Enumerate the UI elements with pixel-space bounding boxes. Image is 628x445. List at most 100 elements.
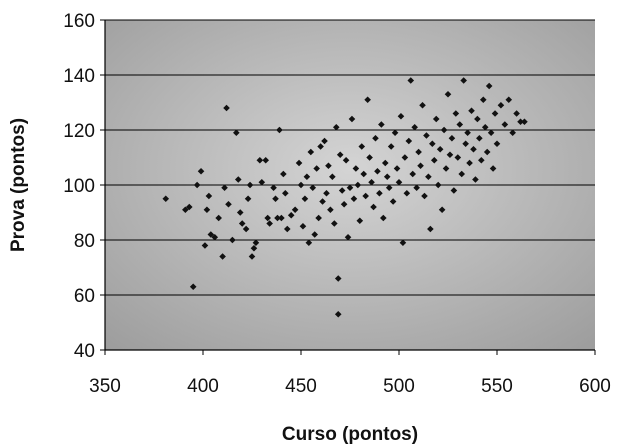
data-point — [427, 225, 434, 233]
data-point — [282, 189, 289, 197]
x-tick-label: 400 — [187, 376, 219, 397]
data-point — [250, 244, 258, 252]
x-axis-title: Curso (pontos) — [282, 424, 418, 445]
data-point — [425, 173, 432, 181]
x-tick-label: 350 — [89, 376, 121, 397]
data-point — [464, 129, 471, 137]
data-point — [378, 121, 385, 128]
data-point — [280, 170, 287, 178]
data-point — [436, 145, 444, 153]
data-point — [258, 178, 266, 186]
data-point — [244, 195, 252, 203]
data-point — [509, 129, 516, 137]
data-point — [344, 233, 352, 241]
data-point — [185, 203, 193, 211]
data-point — [256, 156, 264, 164]
data-point — [205, 192, 213, 200]
y-tick-label: 100 — [63, 176, 95, 197]
data-point — [364, 96, 371, 104]
data-point — [376, 189, 383, 197]
data-point — [332, 123, 340, 131]
data-point — [313, 165, 320, 172]
data-point — [215, 214, 222, 222]
data-point — [299, 222, 307, 230]
data-point — [193, 181, 201, 189]
data-point — [327, 206, 334, 214]
data-point — [478, 156, 485, 164]
data-point — [315, 214, 322, 222]
y-tick-label: 80 — [74, 231, 95, 252]
data-point — [319, 198, 326, 205]
data-point — [491, 110, 499, 117]
data-point — [368, 178, 375, 186]
data-point — [470, 145, 477, 153]
data-point — [419, 101, 426, 109]
data-point — [493, 140, 501, 148]
data-point — [372, 134, 379, 142]
data-point — [487, 129, 495, 137]
data-point — [162, 195, 170, 203]
data-point — [462, 140, 469, 148]
data-point — [454, 154, 462, 161]
data-point — [297, 181, 305, 189]
data-point — [466, 159, 473, 167]
data-point — [387, 143, 395, 150]
data-point — [380, 214, 387, 222]
data-point — [203, 206, 211, 214]
data-point — [338, 187, 346, 194]
data-point — [197, 167, 205, 175]
data-point — [350, 195, 358, 203]
data-point — [450, 187, 458, 194]
data-point — [219, 253, 226, 260]
data-point — [252, 239, 260, 247]
data-point — [444, 90, 452, 98]
data-point — [229, 236, 236, 244]
data-point — [346, 184, 354, 192]
data-point — [207, 231, 215, 238]
data-point — [354, 181, 362, 189]
data-point — [334, 310, 342, 318]
data-point — [189, 283, 197, 291]
x-tick-label: 550 — [481, 376, 513, 397]
data-point — [479, 96, 487, 104]
data-point — [421, 192, 428, 200]
data-point — [430, 156, 438, 164]
data-point — [383, 173, 391, 181]
data-point — [505, 96, 513, 104]
data-point — [234, 176, 242, 183]
data-point — [301, 195, 309, 203]
data-point — [262, 156, 270, 164]
data-point — [242, 225, 250, 233]
data-point — [317, 143, 324, 150]
data-point — [385, 184, 393, 192]
axes: 40 60 80 100 120 140 160 350 400 450 500 550 600 — [63, 11, 611, 397]
data-point — [429, 140, 436, 148]
data-point — [225, 200, 232, 208]
data-point — [489, 165, 497, 172]
data-point — [238, 220, 246, 227]
data-point — [358, 143, 366, 150]
data-point — [448, 134, 456, 142]
data-point — [438, 206, 446, 214]
data-point — [295, 159, 303, 167]
data-point — [270, 184, 277, 192]
data-point — [381, 159, 389, 167]
data-point — [331, 220, 338, 227]
data-point — [391, 129, 399, 137]
data-point — [211, 233, 219, 241]
data-point — [497, 101, 505, 109]
data-point — [309, 184, 317, 192]
data-point — [305, 239, 313, 247]
data-point — [458, 170, 466, 178]
data-point — [481, 123, 489, 131]
data-point — [407, 77, 415, 84]
data-point — [415, 148, 422, 156]
data-point — [423, 132, 430, 139]
data-point — [360, 170, 368, 178]
data-point — [370, 203, 377, 211]
data-point — [409, 170, 417, 178]
data-point — [405, 137, 413, 145]
x-tick-label: 500 — [383, 376, 415, 397]
